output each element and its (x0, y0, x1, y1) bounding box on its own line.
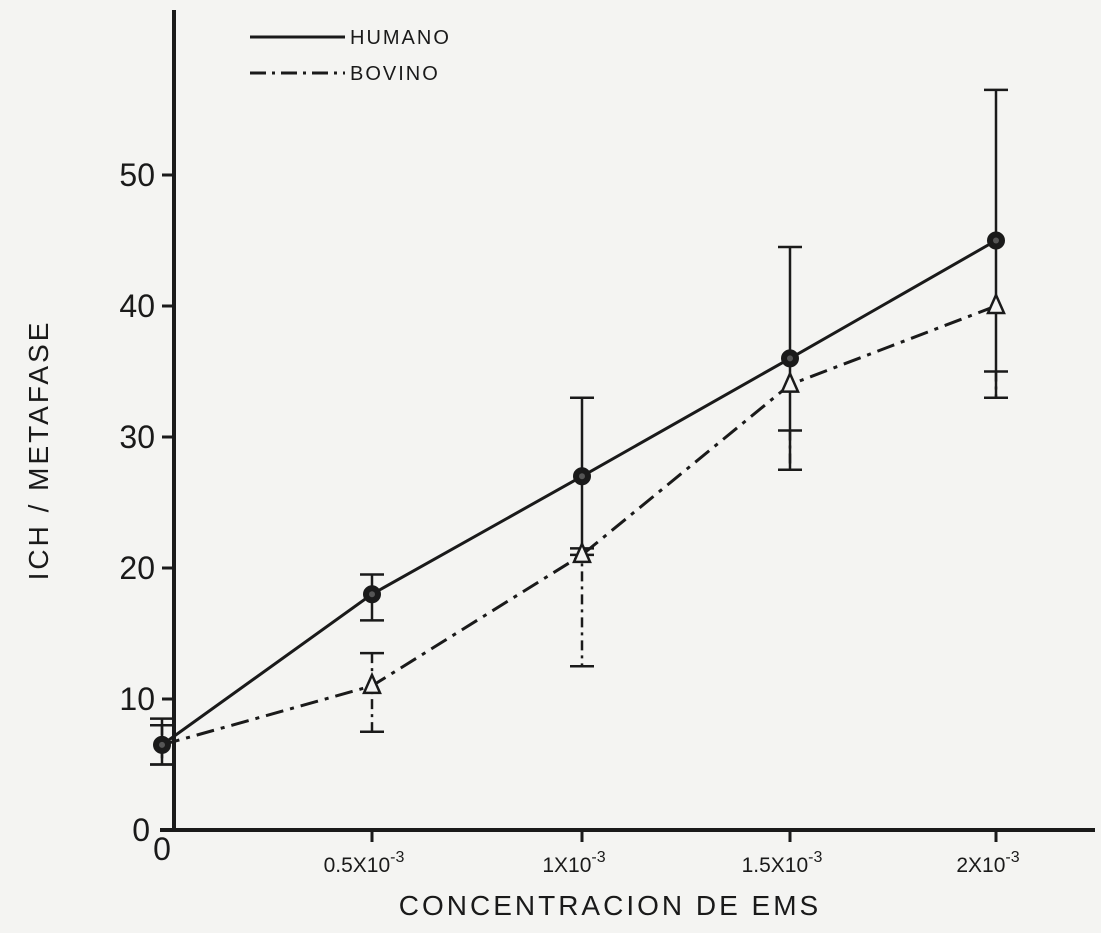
humano-point-center (579, 473, 585, 480)
x-tick-label: 1.5X10-3 (742, 849, 823, 877)
bovino-series-line (161, 304, 997, 747)
x-tick-label-exponent: -3 (591, 849, 605, 866)
legend-bovino-label: BOVINO (350, 63, 440, 85)
y-ticks: 0 10 20 30 40 50 (119, 157, 174, 848)
bovino-point (780, 370, 800, 393)
humano-point-center (369, 591, 375, 598)
y-axis-title: ICH / METAFASE (23, 320, 54, 581)
y-tick-label: 20 (119, 550, 155, 586)
x-tick-label-base: 1.5X10 (742, 854, 809, 877)
y-tick-label: 0 (132, 812, 150, 848)
bovino-point (986, 291, 1006, 315)
x-axis-title: CONCENTRACION DE EMS (399, 890, 821, 921)
x-tick-label-base: 1X10 (542, 854, 591, 877)
x-tick-label-exponent: -3 (390, 849, 404, 866)
x-ticks: 0 0.5X10-3 1X10-3 1.5X10-3 2X10-3 (153, 830, 1020, 877)
legend-humano-label: HUMANO (350, 27, 451, 49)
x-tick-label-base: 2X10 (956, 854, 1005, 877)
x-tick-label: 0.5X10-3 (324, 849, 405, 877)
y-tick-label: 10 (119, 681, 155, 717)
y-tick-label: 30 (119, 419, 155, 455)
x-tick-label: 0 (153, 831, 171, 867)
y-tick-label: 40 (119, 288, 155, 324)
humano-series-line (161, 239, 997, 747)
x-tick-label: 2X10-3 (956, 849, 1019, 877)
x-tick-label-exponent: -3 (1005, 849, 1019, 866)
humano-point-center (159, 741, 165, 748)
x-tick-label-exponent: -3 (808, 849, 822, 866)
bovino-point (362, 671, 382, 695)
humano-point-center (787, 355, 793, 362)
humano-point-center (993, 237, 999, 244)
x-tick-label-base: 0.5X10 (324, 854, 391, 877)
y-tick-label: 50 (119, 157, 155, 193)
legend: HUMANO BOVINO (250, 27, 451, 85)
plot-layer (150, 88, 1008, 766)
x-tick-label-base: 0 (153, 831, 171, 867)
x-tick-label: 1X10-3 (542, 849, 605, 877)
bovino-point (572, 540, 592, 564)
